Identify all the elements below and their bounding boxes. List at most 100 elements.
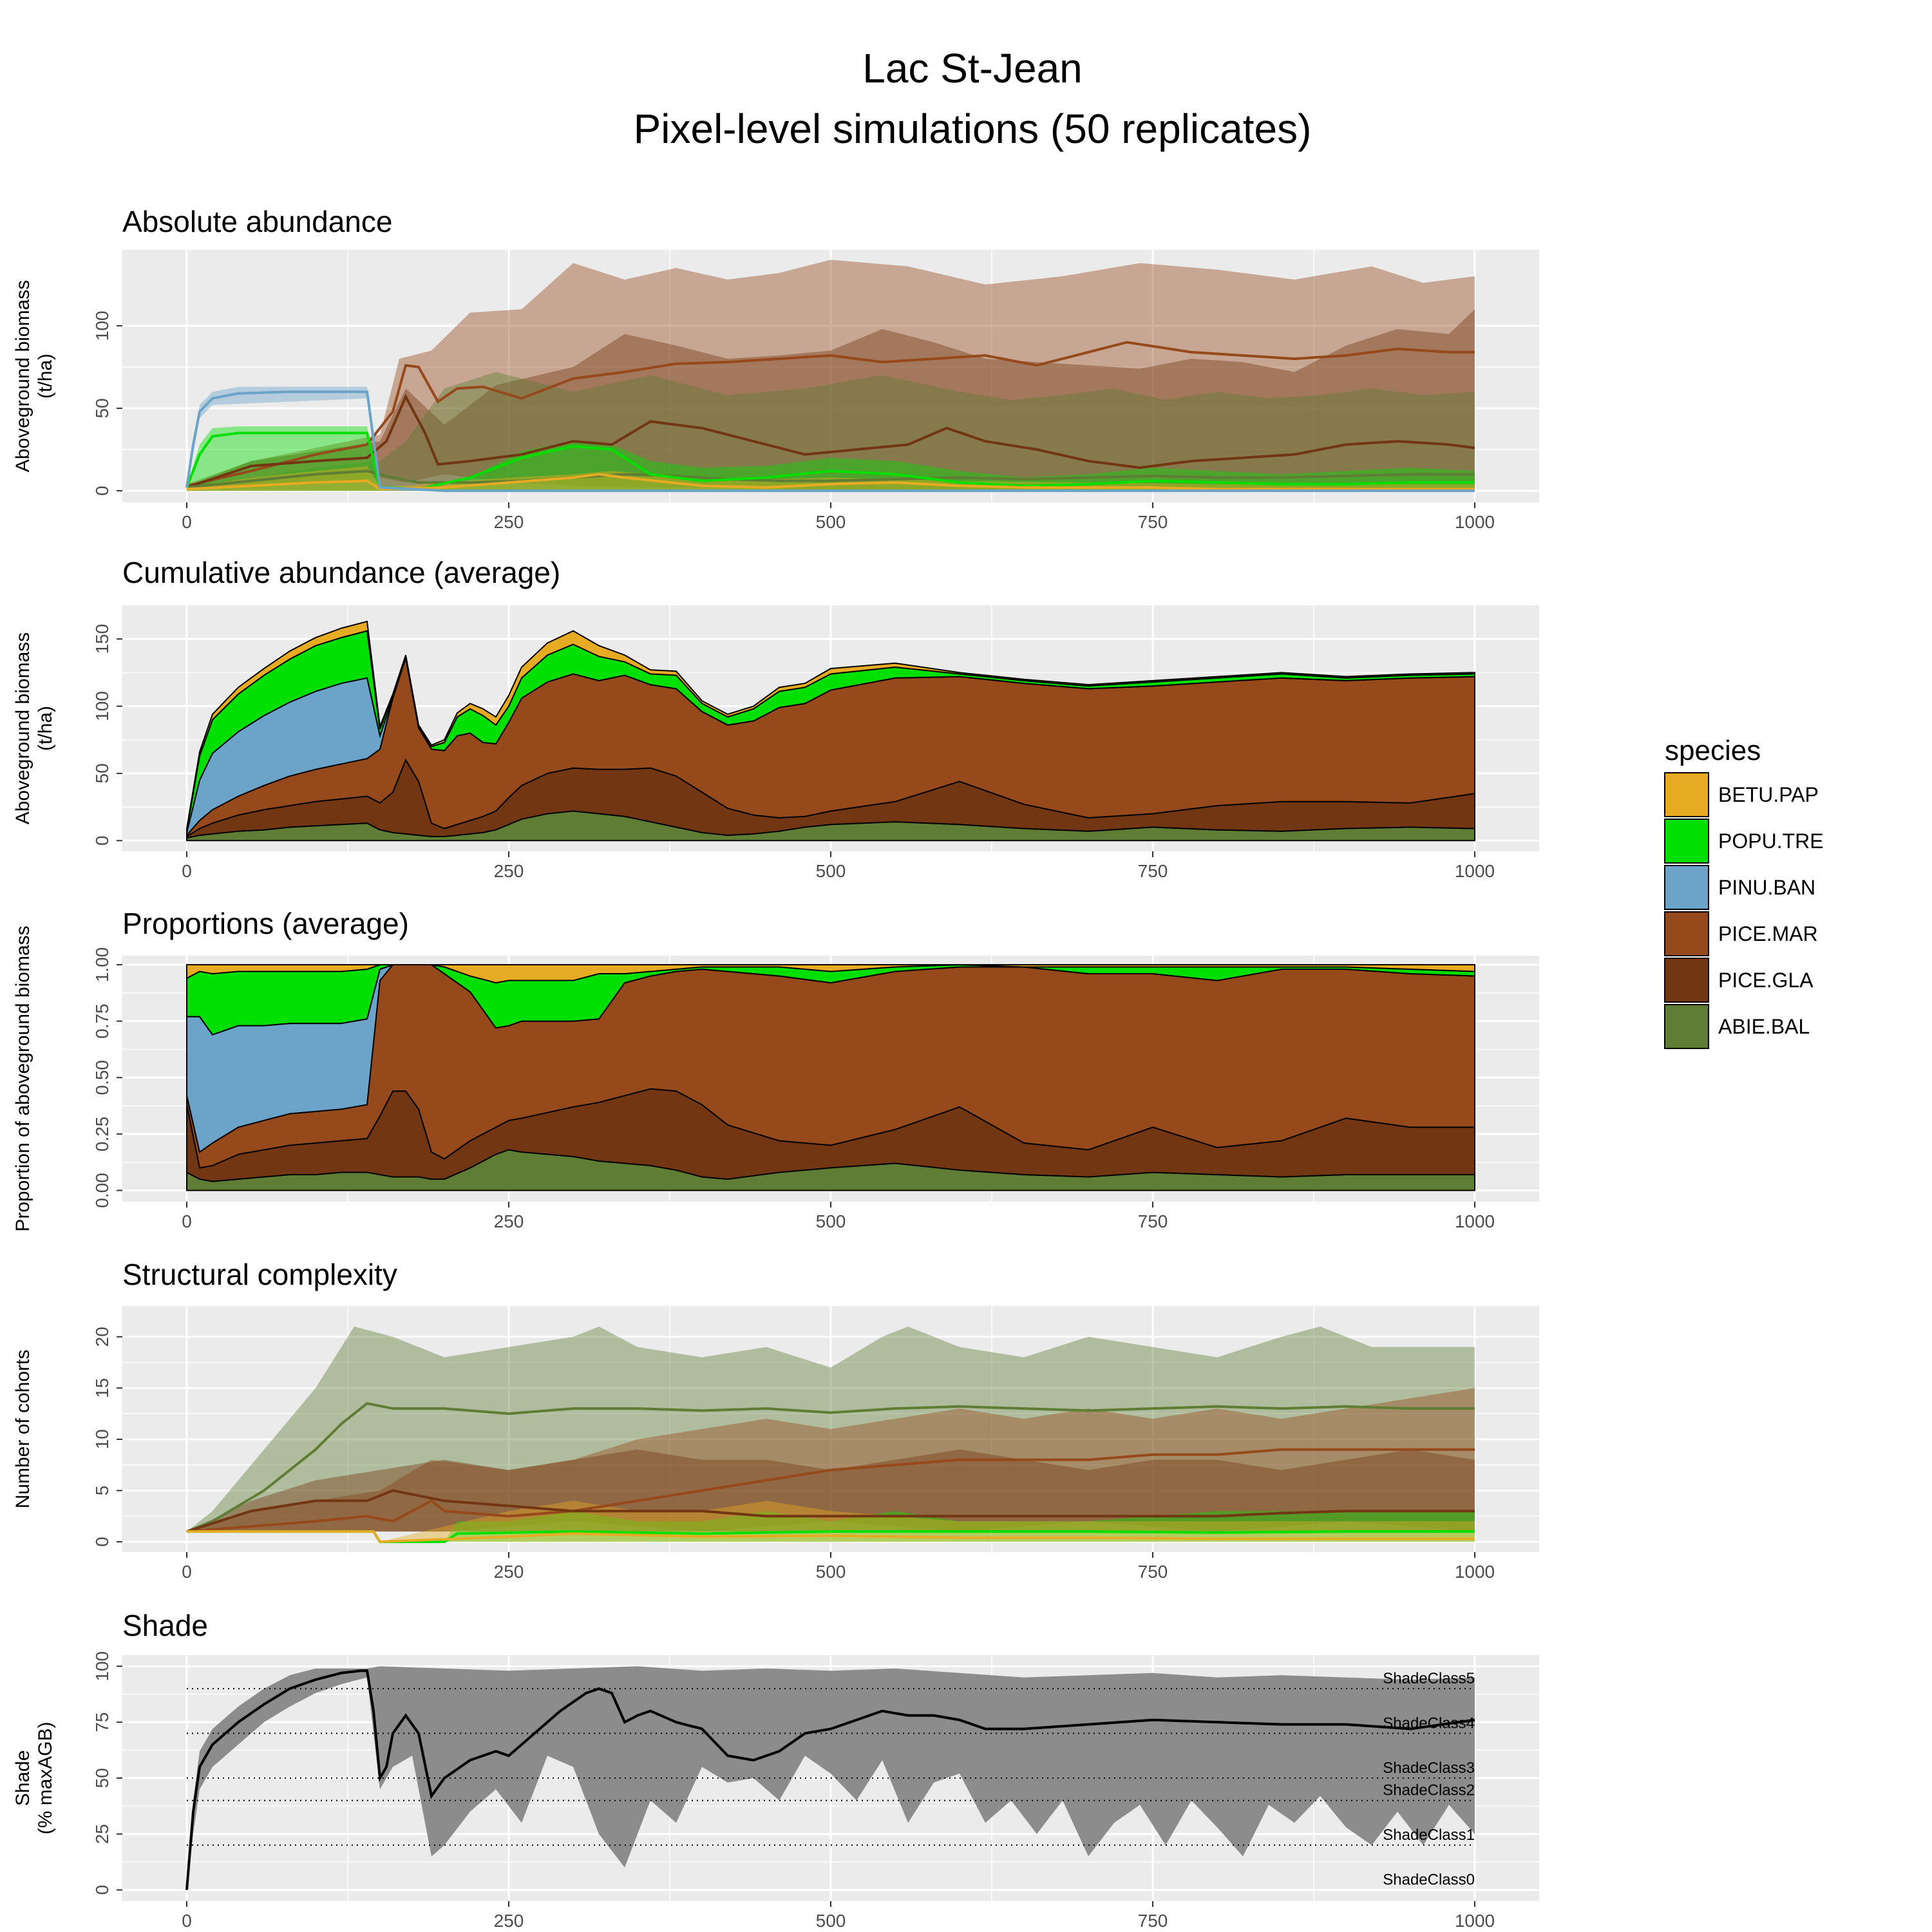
ribbon-pice-mar <box>187 260 1475 489</box>
ribbon-pinu-ban <box>187 386 1475 491</box>
shade-ribbon <box>187 1666 1475 1890</box>
plot-area <box>185 260 1475 493</box>
y-axis-title: Aboveground biomass <box>12 632 33 825</box>
ribbon-popu-tre <box>187 1511 1475 1542</box>
legend-title: species <box>1665 735 1761 766</box>
panel-structure: Structural complexity 0 250 500 750 1000 0 5 10 1… <box>12 1258 1539 1582</box>
plot-area <box>186 964 1475 1191</box>
y-tick-label: 50 <box>92 1768 112 1788</box>
y-tick-label: 0 <box>92 1537 112 1547</box>
panel-title: Proportions (average) <box>122 907 409 940</box>
legend-label-betu-pap: BETU.PAP <box>1718 783 1819 806</box>
x-tick-label: 1000 <box>1455 861 1495 881</box>
legend-key-pice-mar <box>1664 911 1709 956</box>
legend-key-pinu-ban <box>1664 865 1709 910</box>
main-title-line2: Pixel-level simulations (50 replicates) <box>634 106 1312 152</box>
panel-title: Shade <box>122 1609 208 1642</box>
y-tick-label: 0.25 <box>92 1117 112 1152</box>
legend-key-popu-tre <box>1664 819 1709 864</box>
y-tick-label: 100 <box>92 691 112 721</box>
panel-cumulative: Cumulative abundance (average)0 250 500 750… <box>12 556 1539 881</box>
shade-class-label: ShadeClass3 <box>1383 1759 1475 1777</box>
x-tick-label: 750 <box>1138 512 1168 532</box>
y-tick-label: 0 <box>92 836 112 846</box>
shade-class-label: ShadeClass2 <box>1383 1782 1475 1799</box>
x-tick-label: 500 <box>816 861 846 881</box>
x-tick-label: 0 <box>182 1562 192 1582</box>
shade-class-label: ShadeClass5 <box>1383 1670 1475 1687</box>
legend-label-pice-mar: PICE.MAR <box>1718 922 1818 945</box>
mean-line-pinu-ban <box>185 390 1475 493</box>
y-tick-label: 10 <box>92 1429 112 1449</box>
legend-key-pice-gla <box>1664 958 1709 1003</box>
x-tick-label: 0 <box>182 1211 192 1231</box>
y-tick-label: 100 <box>92 1651 112 1681</box>
y-tick-label: 0.00 <box>92 1173 112 1208</box>
x-tick-label: 750 <box>1138 1562 1168 1582</box>
mean-line-pice-mar <box>186 341 1475 488</box>
panel-title: Structural complexity <box>122 1258 397 1291</box>
legend-label-popu-tre: POPU.TRE <box>1718 829 1824 853</box>
y-tick-label: 15 <box>92 1378 112 1398</box>
y-axis-title: Proportion of aboveground biomass <box>12 925 33 1231</box>
shade-class-label: ShadeClass1 <box>1383 1826 1475 1844</box>
area-betu-pap <box>186 964 1475 984</box>
y-tick-label: 1.00 <box>92 947 112 983</box>
panel-proportions: Proportions (average) 0 250 500 750 1000 0.00 0… <box>12 907 1539 1232</box>
y-tick-label: 5 <box>92 1486 112 1496</box>
panel-title: Absolute abundance <box>122 205 392 238</box>
x-tick-label: 250 <box>494 1911 524 1931</box>
x-tick-label: 500 <box>816 512 846 532</box>
x-tick-label: 1000 <box>1455 1562 1495 1582</box>
plot-area <box>186 1326 1475 1544</box>
y-axis-title: (t/ha) <box>35 706 56 751</box>
ribbon-abie-bal <box>187 372 1475 491</box>
legend-label-pice-gla: PICE.GLA <box>1718 969 1814 992</box>
y-axis-title: Number of cohorts <box>12 1350 33 1509</box>
legend-key-betu-pap <box>1664 772 1709 817</box>
y-axis-title: Shade <box>12 1750 33 1806</box>
x-tick-label: 1000 <box>1455 1211 1495 1231</box>
ribbon-betu-pap <box>187 466 1475 491</box>
main-title-line1: Lac St-Jean <box>862 45 1083 91</box>
x-tick-label: 1000 <box>1455 1911 1495 1931</box>
mean-line-abie-bal <box>186 1402 1475 1533</box>
plot-area <box>186 620 1475 842</box>
y-axis-title: (t/ha) <box>35 354 56 399</box>
x-tick-label: 0 <box>182 861 192 881</box>
legend-label-pinu-ban: PINU.BAN <box>1718 876 1815 899</box>
y-tick-label: 20 <box>92 1327 112 1347</box>
mean-line-pice-mar <box>186 1448 1475 1533</box>
x-tick-label: 250 <box>494 512 524 532</box>
x-tick-label: 0 <box>182 512 192 532</box>
x-tick-label: 500 <box>816 1211 846 1231</box>
plot-area: ShadeClass5 ShadeClass4 ShadeClass3 ShadeCl… <box>185 1666 1475 1890</box>
y-tick-label: 75 <box>92 1712 112 1732</box>
panel-title: Cumulative abundance (average) <box>122 556 560 589</box>
shade-class-label: ShadeClass0 <box>1383 1871 1475 1889</box>
panel-absolute: Absolute abundance 0 250 500 750 1000 0 50 100 Ab… <box>12 205 1539 532</box>
mean-line-pice-gla <box>186 393 1475 489</box>
y-tick-label: 100 <box>92 310 112 341</box>
x-tick-label: 750 <box>1138 1911 1168 1931</box>
y-axis-title: Aboveground biomass <box>12 280 33 473</box>
x-tick-label: 750 <box>1138 861 1168 881</box>
mean-line-abie-bal <box>186 469 1475 489</box>
mean-line-betu-pap <box>187 1530 1475 1544</box>
x-tick-label: 500 <box>816 1562 846 1582</box>
x-tick-label: 500 <box>816 1911 846 1931</box>
ribbon-pice-mar <box>187 1388 1475 1532</box>
y-tick-label: 0.50 <box>92 1060 112 1095</box>
y-tick-label: 50 <box>92 398 112 418</box>
y-tick-label: 150 <box>92 624 112 654</box>
legend-key-abie-bal <box>1664 1004 1709 1049</box>
x-tick-label: 250 <box>494 1211 524 1231</box>
y-tick-label: 50 <box>92 763 112 783</box>
x-tick-label: 750 <box>1138 1211 1168 1231</box>
legend-label-abie-bal: ABIE.BAL <box>1718 1015 1810 1038</box>
ribbon-abie-bal <box>187 1326 1475 1532</box>
mean-line-pice-gla <box>186 1489 1475 1533</box>
ribbon-pice-gla <box>187 1449 1475 1532</box>
y-tick-label: 0 <box>92 486 112 496</box>
